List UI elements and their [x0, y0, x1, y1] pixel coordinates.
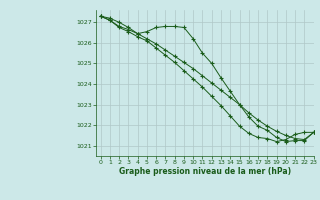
- X-axis label: Graphe pression niveau de la mer (hPa): Graphe pression niveau de la mer (hPa): [119, 167, 291, 176]
